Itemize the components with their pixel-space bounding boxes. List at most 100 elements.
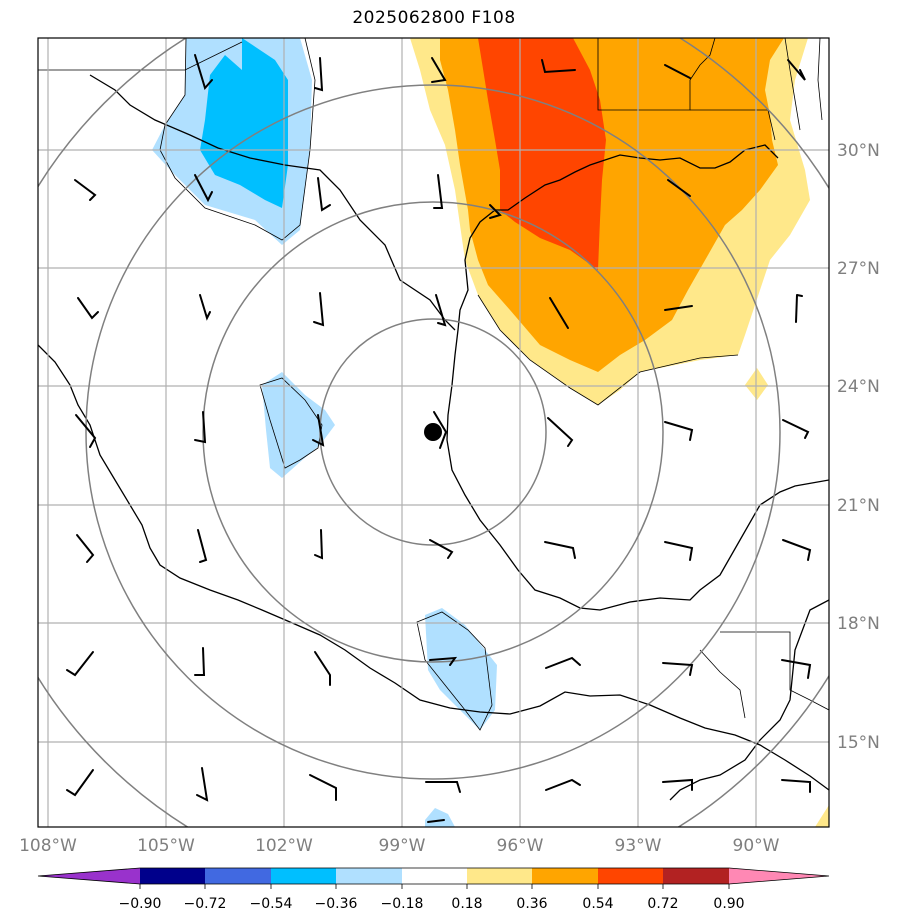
wind-barb: [545, 778, 581, 791]
wind-barb: [782, 539, 812, 561]
lon-label-108w: 108°W: [19, 836, 77, 856]
wind-barb: [196, 767, 209, 802]
wind-barb: [427, 819, 445, 823]
wind-barbs: [66, 54, 812, 823]
wind-barb: [544, 541, 576, 559]
wind-barb: [194, 411, 207, 444]
wind-barb: [312, 414, 325, 447]
latitude-labels: 30°N 27°N 24°N 21°N 18°N 15°N: [837, 141, 880, 753]
wind-barb: [545, 656, 581, 669]
coastline-yucatan: [669, 599, 829, 801]
colorbar-swatch: [336, 868, 402, 884]
wind-barb: [664, 305, 693, 311]
colorbar-label: −0.72: [184, 896, 227, 912]
border-us-state-line: [597, 38, 716, 111]
colorbar-swatch: [467, 868, 532, 884]
wind-barb: [74, 179, 97, 201]
wind-barb: [433, 174, 444, 209]
wind-barb: [425, 781, 461, 793]
colorbar-swatch: [140, 868, 205, 884]
wind-barb: [309, 774, 337, 801]
colorbar-label: 0.18: [451, 896, 482, 912]
contour-outlines: [159, 38, 739, 731]
wind-barb: [429, 539, 454, 559]
wind-barb: [317, 177, 331, 212]
colorbar-label: −0.18: [381, 896, 424, 912]
wind-barb: [197, 529, 208, 563]
wind-barb: [314, 651, 331, 686]
wind-barb: [194, 174, 213, 203]
colorbar-extend-high: [729, 868, 829, 884]
wind-barb: [662, 778, 693, 791]
colorbar-label: 0.36: [516, 896, 547, 912]
wind-barb: [547, 417, 574, 447]
wind-barb: [489, 204, 502, 219]
lat-label-24n: 24°N: [837, 377, 880, 397]
graticule: [38, 38, 829, 827]
negative-anomaly-south: [425, 608, 497, 730]
positive-anomaly-yellow-corner: [815, 805, 829, 827]
lat-label-21n: 21°N: [837, 496, 880, 516]
colorbar-label: −0.90: [119, 896, 162, 912]
colorbar-label: 0.72: [647, 896, 678, 912]
lon-label-90w: 90°W: [733, 836, 780, 856]
colorbar-label: −0.54: [250, 896, 293, 912]
wind-barb: [795, 294, 803, 323]
colorbar-label: −0.36: [315, 896, 358, 912]
colorbar-swatch: [598, 868, 663, 884]
map-title: 2025062800 F108: [352, 8, 516, 28]
lat-label-27n: 27°N: [837, 259, 880, 279]
border-mississippi: [784, 38, 801, 131]
colorbar-ticks: [139, 884, 730, 889]
longitude-labels: 108°W 105°W 102°W 99°W 96°W 93°W 90°W: [19, 836, 780, 856]
wind-barb: [435, 294, 447, 327]
lat-label-30n: 30°N: [837, 141, 880, 161]
wind-barb: [781, 659, 812, 679]
colorbar-label: 0.54: [582, 896, 613, 912]
lon-label-93w: 93°W: [615, 836, 662, 856]
wind-barb: [664, 541, 694, 561]
wind-barb: [199, 294, 211, 321]
wind-barb: [75, 414, 97, 448]
lat-label-18n: 18°N: [837, 614, 880, 634]
wind-barb: [314, 57, 324, 92]
colorbar-extend-low: [38, 868, 140, 884]
wind-barb: [76, 534, 95, 563]
colorbar-swatch: [271, 868, 336, 884]
contour-outline-central: [259, 377, 323, 469]
colorbar-swatch: [532, 868, 598, 884]
shaded-field-layer: [152, 38, 829, 827]
contour-outline-nw: [159, 38, 316, 241]
negative-anomaly-blue-nw: [200, 38, 288, 208]
wind-barb: [662, 662, 694, 676]
border-belize: [699, 649, 746, 719]
wind-barb: [787, 59, 806, 81]
range-ring-2: [202, 201, 664, 663]
wind-barb: [194, 647, 206, 676]
coastlines: [38, 74, 829, 801]
lat-label-15n: 15°N: [837, 733, 880, 753]
range-ring-3: [85, 84, 781, 780]
wind-barb: [66, 769, 94, 797]
wind-barb: [77, 297, 99, 320]
colorbar-swatch: [663, 868, 729, 884]
storm-center-marker: [424, 423, 442, 441]
wind-barb: [664, 64, 691, 79]
wind-barb: [429, 656, 458, 666]
coastline-baja-california: [89, 74, 456, 331]
coastline-pacific-mexico: [38, 344, 829, 791]
range-rings: [38, 38, 829, 827]
map-canvas: [38, 38, 829, 827]
wind-barb: [433, 411, 448, 449]
wind-barb: [66, 651, 94, 677]
wind-barb: [313, 292, 325, 327]
colorbar-label: 0.90: [713, 896, 744, 912]
colorbar: −0.90 −0.72 −0.54 −0.36 −0.18 0.18 0.36 …: [37, 867, 830, 912]
positive-anomaly-red-orange: [478, 38, 606, 270]
wind-barb: [782, 419, 810, 439]
wind-barb: [667, 179, 691, 197]
political-borders: [38, 38, 829, 719]
wind-barb: [664, 421, 694, 441]
lon-label-105w: 105°W: [137, 836, 195, 856]
